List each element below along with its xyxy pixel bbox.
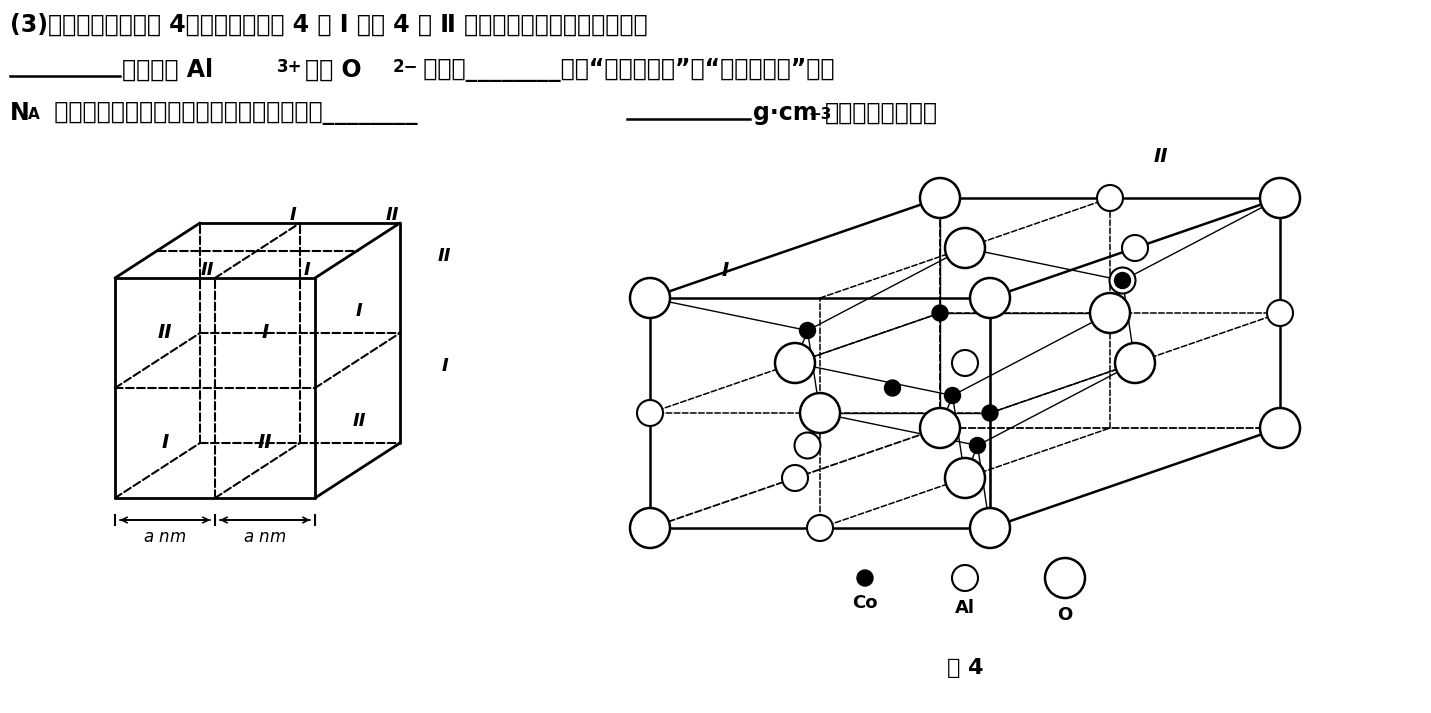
Text: I: I (162, 434, 169, 453)
Text: 2−: 2− (394, 58, 418, 76)
Text: I: I (721, 261, 728, 280)
Circle shape (932, 305, 947, 321)
Circle shape (1115, 272, 1130, 289)
Text: I: I (441, 357, 448, 375)
Circle shape (1045, 558, 1085, 598)
Text: I: I (262, 324, 269, 342)
Circle shape (1266, 300, 1294, 326)
Circle shape (969, 438, 986, 453)
Circle shape (776, 343, 816, 383)
Text: −3: −3 (809, 107, 831, 122)
Circle shape (800, 322, 816, 339)
Text: Co: Co (853, 594, 877, 612)
Circle shape (970, 508, 1010, 548)
Circle shape (982, 405, 997, 421)
Circle shape (630, 508, 670, 548)
Circle shape (1109, 267, 1136, 294)
Circle shape (1261, 178, 1299, 218)
Text: II: II (200, 261, 215, 279)
Text: II: II (438, 247, 451, 265)
Text: II: II (386, 206, 399, 224)
Circle shape (637, 400, 663, 426)
Circle shape (1115, 343, 1155, 383)
Text: 形成的________（填“四面体空隙”或“八面体空隙”）。: 形成的________（填“四面体空隙”或“八面体空隙”）。 (415, 58, 834, 82)
Circle shape (630, 278, 670, 318)
Circle shape (1122, 235, 1148, 261)
Circle shape (920, 408, 960, 448)
Text: I: I (289, 206, 296, 224)
Text: 占据 O: 占据 O (305, 58, 362, 82)
Text: I: I (356, 302, 363, 320)
Text: 3+: 3+ (278, 58, 302, 76)
Text: $a$ nm: $a$ nm (143, 528, 186, 546)
Circle shape (952, 565, 977, 591)
Text: （列出计算式）。: （列出计算式）。 (826, 101, 937, 125)
Text: (3)魈蓝晶体结构如图 4，该立方晶胞由 4 个 Ⅰ 型和 4 个 Ⅱ 型小立方体构成，其化学式为: (3)魈蓝晶体结构如图 4，该立方晶胞由 4 个 Ⅰ 型和 4 个 Ⅱ 型小立方… (10, 13, 648, 37)
Circle shape (944, 387, 960, 404)
Text: Al: Al (954, 599, 975, 617)
Circle shape (944, 228, 985, 268)
Circle shape (944, 458, 985, 498)
Circle shape (794, 433, 820, 458)
Circle shape (1098, 185, 1123, 211)
Text: II: II (157, 324, 172, 342)
Circle shape (1261, 408, 1299, 448)
Text: I: I (305, 261, 311, 279)
Circle shape (781, 465, 809, 491)
Text: $a$ nm: $a$ nm (243, 528, 286, 546)
Text: II: II (353, 412, 366, 430)
Circle shape (952, 350, 977, 376)
Circle shape (1090, 293, 1130, 333)
Circle shape (800, 393, 840, 433)
Circle shape (857, 570, 873, 586)
Text: 图 4: 图 4 (947, 658, 983, 678)
Circle shape (884, 380, 900, 396)
Text: A: A (29, 107, 40, 122)
Circle shape (970, 278, 1010, 318)
Text: II: II (1153, 147, 1168, 166)
Text: ，晶体中 Al: ，晶体中 Al (122, 58, 213, 82)
Circle shape (920, 178, 960, 218)
Text: g·cm: g·cm (753, 101, 817, 125)
Text: II: II (258, 434, 272, 453)
Text: O: O (1058, 606, 1073, 624)
Text: N: N (10, 101, 30, 125)
Circle shape (807, 515, 833, 541)
Text: 为阿伏加德罗常数的值，魈蓝晶体的密度为________: 为阿伏加德罗常数的值，魈蓝晶体的密度为________ (46, 101, 418, 125)
